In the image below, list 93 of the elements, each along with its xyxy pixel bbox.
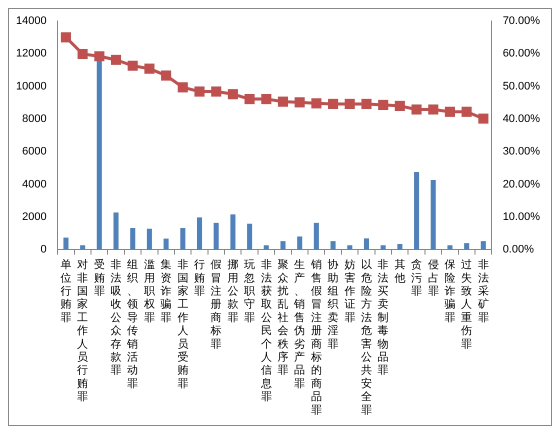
x-tick-label: 玩忽职守罪 (243, 258, 256, 324)
y-tick-label: 6000 (22, 146, 47, 158)
x-tick-label: 贪污罪 (411, 258, 422, 298)
x-tick-label: 滥用职权罪 (142, 258, 155, 324)
x-tick-label: 受贿罪 (94, 258, 105, 298)
category-label: 以危险方法危害公共安全罪 (360, 258, 372, 416)
point (110, 54, 122, 65)
category-label: 聚众扰乱社会秩序罪 (277, 258, 288, 377)
point (78, 48, 88, 60)
category-label: 生产、销售伪劣产品罪 (294, 258, 306, 390)
y-tick-label: 14000 (16, 15, 47, 28)
point (244, 94, 255, 104)
bar (330, 241, 336, 250)
y2-tick-label: 30.00% (502, 146, 540, 158)
bar (397, 244, 402, 250)
point (94, 51, 104, 62)
bar (164, 238, 169, 250)
x-tick-label: 过失致人重伤罪 (461, 258, 472, 350)
y2-tick-label: 20.00% (502, 178, 540, 190)
y2-tick-label: 60.00% (502, 48, 540, 60)
bar (297, 236, 302, 250)
bar (480, 241, 486, 250)
point (328, 98, 338, 109)
point (144, 64, 154, 74)
bar (214, 222, 219, 250)
point (228, 89, 238, 100)
y-tick-label: 10000 (16, 80, 47, 92)
bar (347, 245, 352, 250)
bar (430, 180, 436, 250)
bar (264, 245, 269, 250)
point (60, 32, 71, 42)
bar (247, 224, 252, 250)
y-tick-label: 12000 (16, 48, 47, 60)
y-tick-label: 4000 (22, 178, 47, 190)
bar (114, 212, 119, 250)
point (478, 114, 488, 124)
point (378, 100, 388, 110)
point (412, 104, 422, 115)
point (194, 86, 205, 97)
y2-tick-label: 70.00% (502, 15, 540, 28)
category-label: 组织、领导传销活动罪 (127, 258, 138, 390)
x-tick-label: 妨害作证罪 (343, 258, 356, 324)
category-label: 对非国家工作人员行贿罪 (77, 258, 88, 404)
bar (414, 172, 420, 250)
point (178, 82, 188, 92)
point (444, 106, 455, 117)
bar (146, 228, 152, 250)
point (161, 70, 172, 81)
point (294, 97, 305, 108)
x-tick-label: 其他 (394, 258, 406, 284)
x-tick-label: 挪用公款罪 (227, 258, 238, 324)
y-tick-label: 0 (40, 244, 47, 256)
point (211, 86, 222, 97)
x-tick-label: 行贿罪 (194, 258, 206, 298)
x-tick-label: 单位行贿罪 (60, 258, 72, 324)
category-label: 非法吸收公众存款罪 (110, 258, 122, 377)
y2-tick-label: 0.00% (502, 244, 534, 256)
x-tick-label: 保险诈骗罪 (444, 258, 456, 324)
point (462, 106, 472, 117)
point (311, 98, 322, 108)
bar (63, 238, 68, 250)
bar (230, 214, 236, 250)
category-label: 非法获取公民个人信息罪 (260, 258, 272, 404)
bar (80, 245, 86, 250)
bar (364, 238, 369, 250)
y-tick-label: 8000 (22, 113, 47, 126)
bar (130, 228, 136, 250)
point (428, 104, 438, 115)
point (278, 96, 288, 107)
bar (464, 243, 470, 250)
x-tick-label: 协助组织卖淫罪 (328, 258, 339, 350)
bar (314, 222, 319, 250)
bar (280, 241, 286, 250)
point (344, 98, 355, 109)
point (394, 100, 405, 111)
x-tick-label: 集资诈骗罪 (160, 258, 172, 324)
bar (196, 217, 202, 250)
category-label: 非法买卖制毒物品罪 (378, 258, 389, 377)
y2-tick-label: 10.00% (502, 210, 540, 223)
x-tick-label: 侵占罪 (428, 258, 439, 298)
x-tick-label: 非法采矿罪 (476, 258, 489, 324)
y2-tick-label: 50.00% (502, 80, 540, 92)
point (361, 98, 372, 109)
bar (380, 245, 386, 250)
point (261, 94, 272, 104)
x-tick-label: 假冒注册商标罪 (210, 258, 222, 350)
y2-tick-label: 40.00% (502, 113, 540, 126)
y-tick-label: 2000 (22, 210, 47, 223)
bar (447, 245, 452, 250)
bar (180, 228, 186, 250)
category-label: 销售假冒注册商标的商品罪 (310, 258, 322, 416)
category-label: 非国家工作人员受贿罪 (177, 258, 188, 390)
point (128, 60, 138, 71)
